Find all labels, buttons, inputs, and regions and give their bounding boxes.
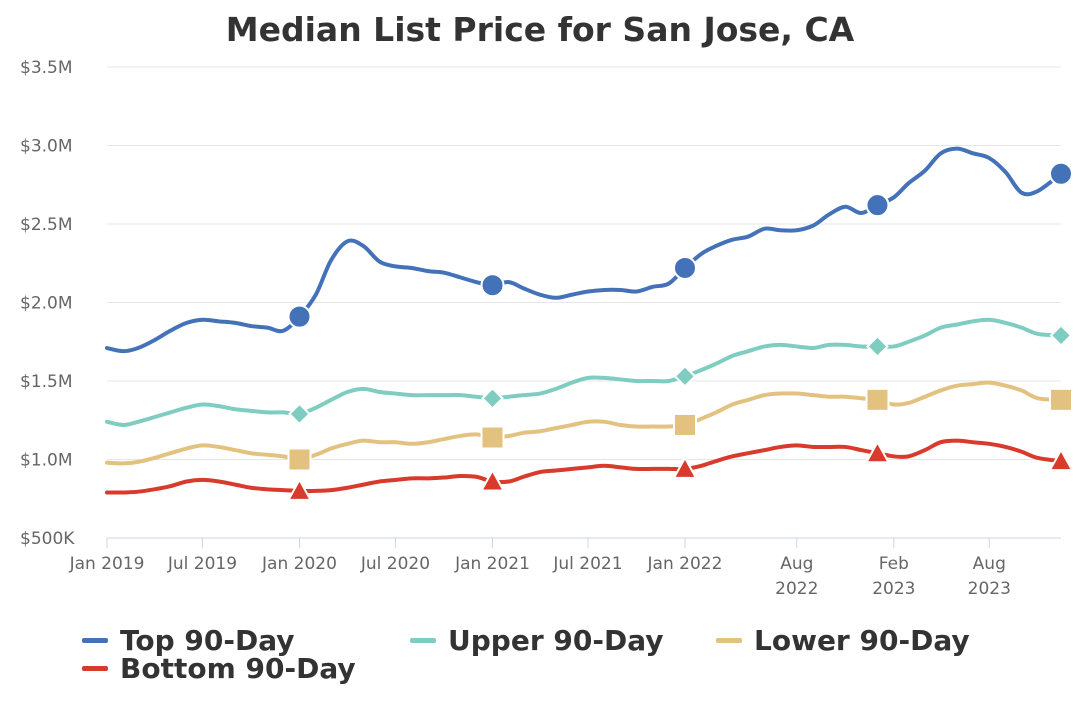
data-point-upper-90-day [866,335,889,358]
legend-label: Bottom 90-Day [120,651,356,685]
data-point-top-90-day [287,304,312,329]
data-point-lower-90-day [287,447,312,472]
x-tick-label: Aug 2022 [775,554,818,599]
data-point-top-90-day [865,193,890,218]
data-point-bottom-90-day [286,477,313,501]
data-point-lower-90-day [865,387,890,412]
data-point-bottom-90-day [479,468,506,492]
data-point-top-90-day [672,255,697,280]
data-point-bottom-90-day [672,455,698,479]
x-tick-label: Jul 2019 [167,554,237,574]
x-tick-label: Jan 2019 [69,554,145,574]
legend-item-lower-90-day[interactable]: Lower 90-Day [716,623,970,657]
legend-item-upper-90-day[interactable]: Upper 90-Day [410,623,664,657]
legend-swatch-icon [410,637,436,643]
data-point-bottom-90-day [1048,447,1074,472]
data-point-top-90-day [480,273,505,298]
y-tick-label: $2.5M [20,215,73,235]
y-tick-label: $3.5M [20,58,73,78]
y-tick-label: $1.0M [20,451,73,471]
legend-swatch-icon [82,665,108,671]
y-tick-label: $3.0M [20,137,73,157]
x-tick-label: Feb 2023 [872,554,915,599]
data-point-bottom-90-day [864,440,891,464]
series-line-top-90-day [105,146,1063,354]
data-point-lower-90-day [1049,387,1073,412]
y-tick-label: $1.5M [20,372,73,392]
data-point-lower-90-day [672,412,697,437]
data-point-upper-90-day [1049,324,1073,347]
chart-legend: Top 90-Day Upper 90-Day Lower 90-Day Bot… [82,623,1072,695]
legend-label: Upper 90-Day [448,623,664,657]
series-line-upper-90-day [105,317,1063,427]
data-point-upper-90-day [481,386,504,410]
y-tick-label: $500K [20,529,75,549]
data-point-upper-90-day [288,402,311,426]
legend-item-bottom-90-day[interactable]: Bottom 90-Day [82,651,356,685]
legend-label: Lower 90-Day [754,623,970,657]
data-point-top-90-day [1049,161,1073,186]
series-line-bottom-90-day [105,438,1063,495]
x-tick-label: Jul 2021 [552,554,622,574]
chart-title: Median List Price for San Jose, CA [225,10,855,49]
x-tick-label: Jan 2020 [261,554,337,574]
x-tick-label: Jan 2022 [647,554,723,574]
x-tick-label: Jul 2020 [360,554,430,574]
legend-swatch-icon [716,637,742,643]
legend-label: Top 90-Day [120,623,295,657]
y-tick-label: $2.0M [20,294,73,314]
x-tick-label: Jan 2021 [454,554,530,574]
series-line-lower-90-day [105,380,1063,466]
data-point-upper-90-day [673,364,697,388]
x-tick-label: Aug 2023 [968,554,1011,599]
legend-swatch-icon [82,637,108,643]
data-point-lower-90-day [480,425,505,450]
legend-item-top-90-day[interactable]: Top 90-Day [82,623,295,657]
